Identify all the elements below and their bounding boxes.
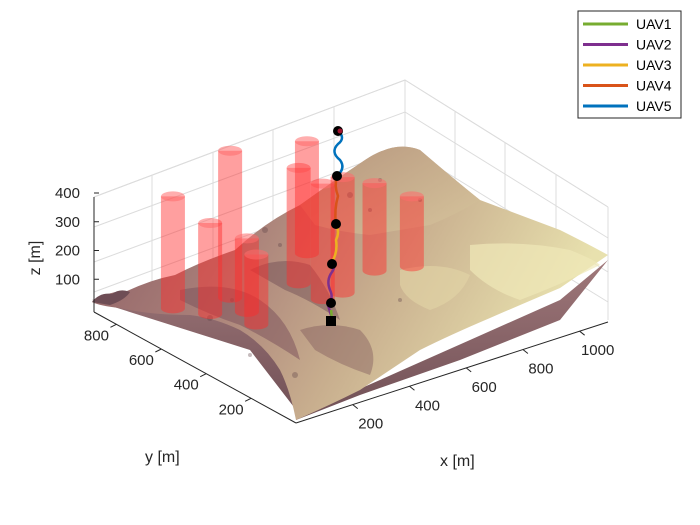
z-tick-label: 300: [55, 214, 80, 231]
x-axis-label: x [m]: [440, 453, 475, 470]
legend[interactable]: UAV1 UAV2 UAV3 UAV4 UAV5: [577, 10, 682, 119]
x-tick-label: 400: [415, 397, 440, 414]
tick-mark: [244, 397, 252, 402]
waypoint-marker: [326, 298, 336, 308]
y-tick-label: 400: [174, 377, 199, 394]
tick-mark: [155, 348, 162, 353]
legend-label: UAV5: [636, 98, 672, 114]
axis-lines: [93, 197, 609, 424]
legend-label: UAV2: [636, 37, 672, 53]
tick-mark: [199, 373, 207, 378]
waypoint-marker: [332, 171, 342, 181]
z-tick-label: 200: [55, 243, 80, 260]
tick-mark: [409, 385, 415, 391]
y-tick-label: 800: [84, 327, 109, 344]
obstacle-cylinder: [310, 178, 335, 305]
start-marker: [326, 316, 336, 326]
tick-mark: [465, 367, 472, 373]
obstacle-cylinder: [294, 136, 319, 259]
markers: [326, 126, 343, 326]
z-axis-label: z [m]: [27, 241, 44, 276]
uav5-path: [333, 130, 344, 177]
obstacles-layer: [160, 136, 424, 330]
y-tick-label: 200: [219, 401, 244, 418]
y-axis-label: y [m]: [145, 449, 180, 466]
obstacle-cylinder: [160, 191, 185, 314]
obstacle-cylinder: [198, 217, 223, 319]
ticks: 200 400 600 800 1000 200 400 600 800 100 200 300 400: [55, 185, 614, 433]
tick-mark: [352, 404, 359, 410]
waypoint-marker: [331, 219, 341, 229]
tick-mark: [522, 349, 529, 354]
x-tick-label: 600: [472, 379, 497, 396]
legend-label: UAV3: [636, 57, 672, 73]
x-tick-label: 1000: [581, 342, 614, 359]
waypoint-marker: [327, 259, 337, 269]
obstacle-cylinder: [286, 162, 311, 289]
x-tick-label: 800: [528, 361, 553, 378]
legend-label: UAV4: [636, 78, 672, 94]
obstacle-cylinder: [362, 178, 387, 276]
obstacle-cylinder: [399, 191, 424, 272]
terrain-surface: [92, 146, 608, 420]
obstacle-cylinder: [218, 145, 243, 303]
x-tick-label: 200: [358, 416, 383, 433]
tick-mark: [110, 323, 117, 328]
z-tick-label: 400: [55, 185, 80, 202]
obstacle-cylinder: [244, 249, 269, 330]
y-tick-label: 600: [129, 352, 154, 369]
z-tick-label: 100: [55, 271, 80, 288]
tick-mark: [579, 330, 585, 336]
obstacle-cylinder: [330, 172, 355, 298]
legend-label: UAV1: [636, 16, 672, 32]
uav4-path: [334, 175, 340, 225]
